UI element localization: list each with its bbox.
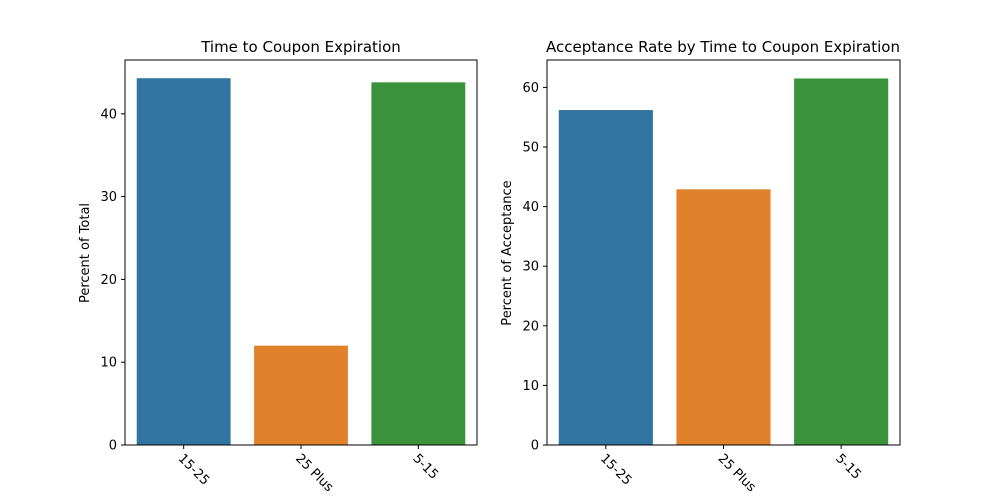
y-tick-label: 40 [100, 107, 117, 122]
y-tick-label: 30 [522, 260, 539, 275]
y-axis-label: Percent of Acceptance [500, 180, 515, 325]
y-tick-label: 20 [522, 319, 539, 334]
chart-title: Acceptance Rate by Time to Coupon Expira… [546, 38, 900, 56]
chart-title: Time to Coupon Expiration [200, 38, 401, 56]
y-tick-label: 40 [522, 200, 539, 215]
bar-25-plus [254, 345, 348, 445]
chart-time-to-coupon-expiration: Time to Coupon Expiration Percent of Tot… [78, 38, 478, 495]
y-tick-label: 20 [100, 273, 117, 288]
bar-5-15 [371, 82, 466, 446]
bar-15-25 [558, 110, 653, 445]
bar-15-25 [136, 78, 231, 445]
y-tick-label: 10 [522, 379, 539, 394]
y-tick-label: 50 [522, 141, 539, 156]
y-tick-label: 0 [531, 439, 539, 454]
y-tick-label: 10 [100, 356, 117, 371]
y-axis-label: Percent of Total [78, 203, 93, 303]
y-tick-label: 0 [109, 439, 117, 454]
bar-5-15 [794, 78, 889, 446]
y-tick-label: 60 [522, 81, 539, 96]
y-tick-label: 30 [100, 190, 117, 205]
bar-25-plus [676, 189, 771, 445]
